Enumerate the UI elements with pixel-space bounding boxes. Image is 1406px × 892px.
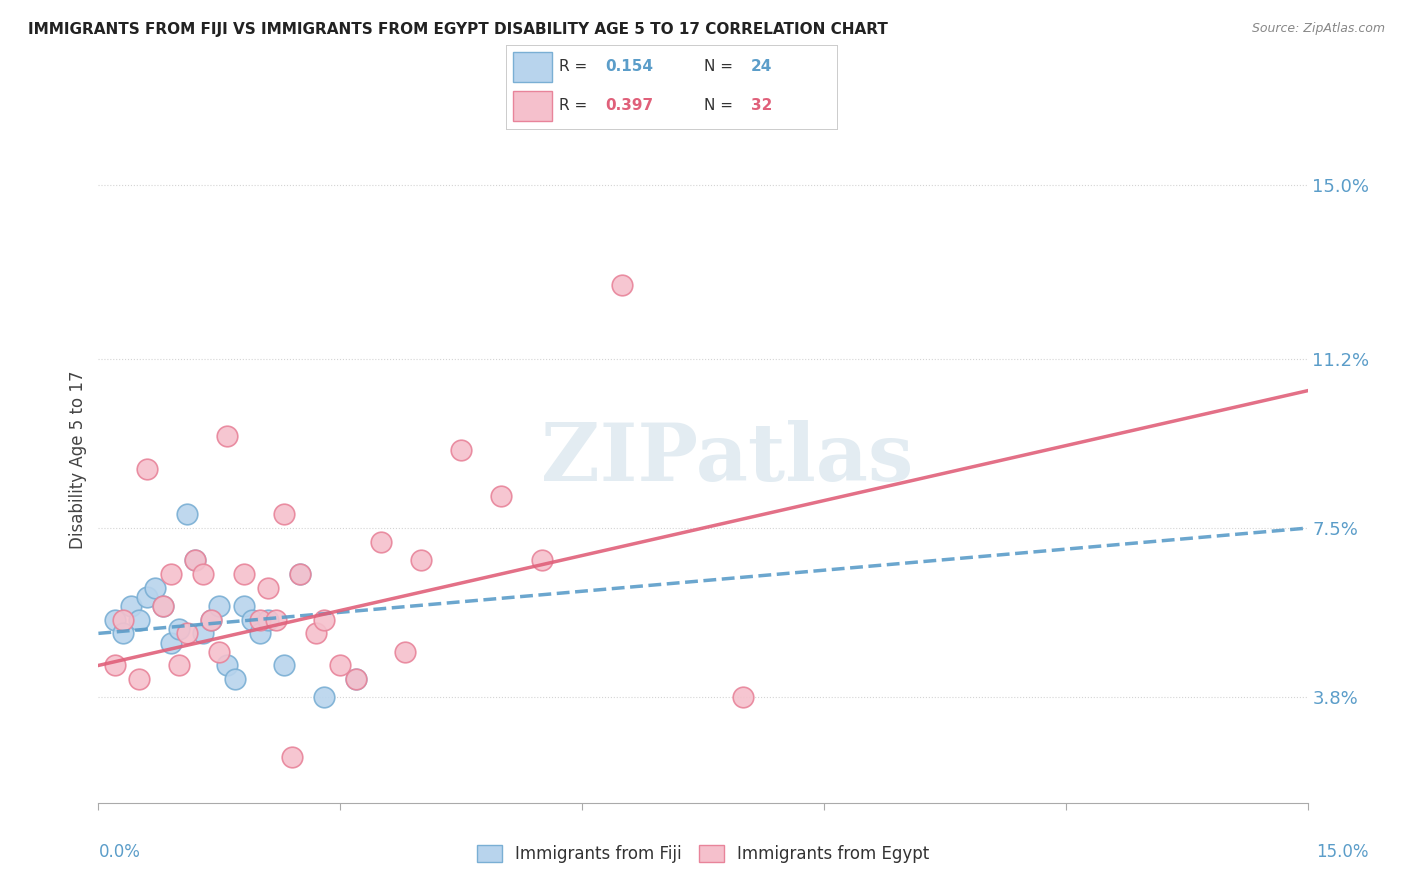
Point [135,590,157,604]
Point [167,622,190,636]
Text: 15.0%: 15.0% [1316,843,1369,861]
Text: 0.397: 0.397 [605,98,654,113]
FancyBboxPatch shape [513,91,553,120]
Point [184,553,207,567]
Point [217,658,239,673]
Point [394,645,416,659]
Point [249,626,271,640]
Point [103,658,125,673]
Point [273,658,295,673]
Point [152,599,174,613]
Point [128,672,150,686]
Text: Source: ZipAtlas.com: Source: ZipAtlas.com [1251,22,1385,36]
Point [450,443,472,458]
Point [111,626,134,640]
Point [200,613,222,627]
Point [143,581,166,595]
Point [329,658,352,673]
Point [208,645,231,659]
Text: IMMIGRANTS FROM FIJI VS IMMIGRANTS FROM EGYPT DISABILITY AGE 5 TO 17 CORRELATION: IMMIGRANTS FROM FIJI VS IMMIGRANTS FROM … [28,22,889,37]
Y-axis label: Disability Age 5 to 17: Disability Age 5 to 17 [69,370,87,549]
Text: R =: R = [560,98,592,113]
Point [111,613,134,627]
Point [120,599,142,613]
Point [733,690,755,705]
Point [135,461,157,475]
Text: N =: N = [704,98,738,113]
Point [184,553,207,567]
Point [370,534,392,549]
Point [314,690,336,705]
Point [409,553,432,567]
Text: N =: N = [704,59,738,74]
Text: R =: R = [560,59,592,74]
Point [193,566,215,581]
Text: 32: 32 [751,98,772,113]
Point [128,613,150,627]
Point [344,672,367,686]
Point [530,553,553,567]
Point [160,635,183,649]
Text: ZIPatlas: ZIPatlas [541,420,914,499]
Point [288,566,311,581]
Point [240,613,263,627]
Point [612,278,634,293]
Text: 0.154: 0.154 [605,59,654,74]
Point [208,599,231,613]
Point [264,613,287,627]
Point [176,508,198,522]
Point [193,626,215,640]
Point [273,508,295,522]
Point [232,599,254,613]
Point [305,626,328,640]
Point [491,489,513,503]
Text: 0.0%: 0.0% [98,843,141,861]
Point [224,672,246,686]
Text: 24: 24 [751,59,772,74]
Point [232,566,254,581]
FancyBboxPatch shape [513,53,553,82]
Point [200,613,222,627]
Point [256,613,278,627]
Point [281,750,304,764]
Point [249,613,271,627]
Point [288,566,311,581]
Point [344,672,367,686]
Point [152,599,174,613]
Point [256,581,278,595]
Point [217,429,239,443]
Point [160,566,183,581]
Point [176,626,198,640]
Point [103,613,125,627]
Point [314,613,336,627]
Legend: Immigrants from Fiji, Immigrants from Egypt: Immigrants from Fiji, Immigrants from Eg… [470,838,936,870]
Point [167,658,190,673]
